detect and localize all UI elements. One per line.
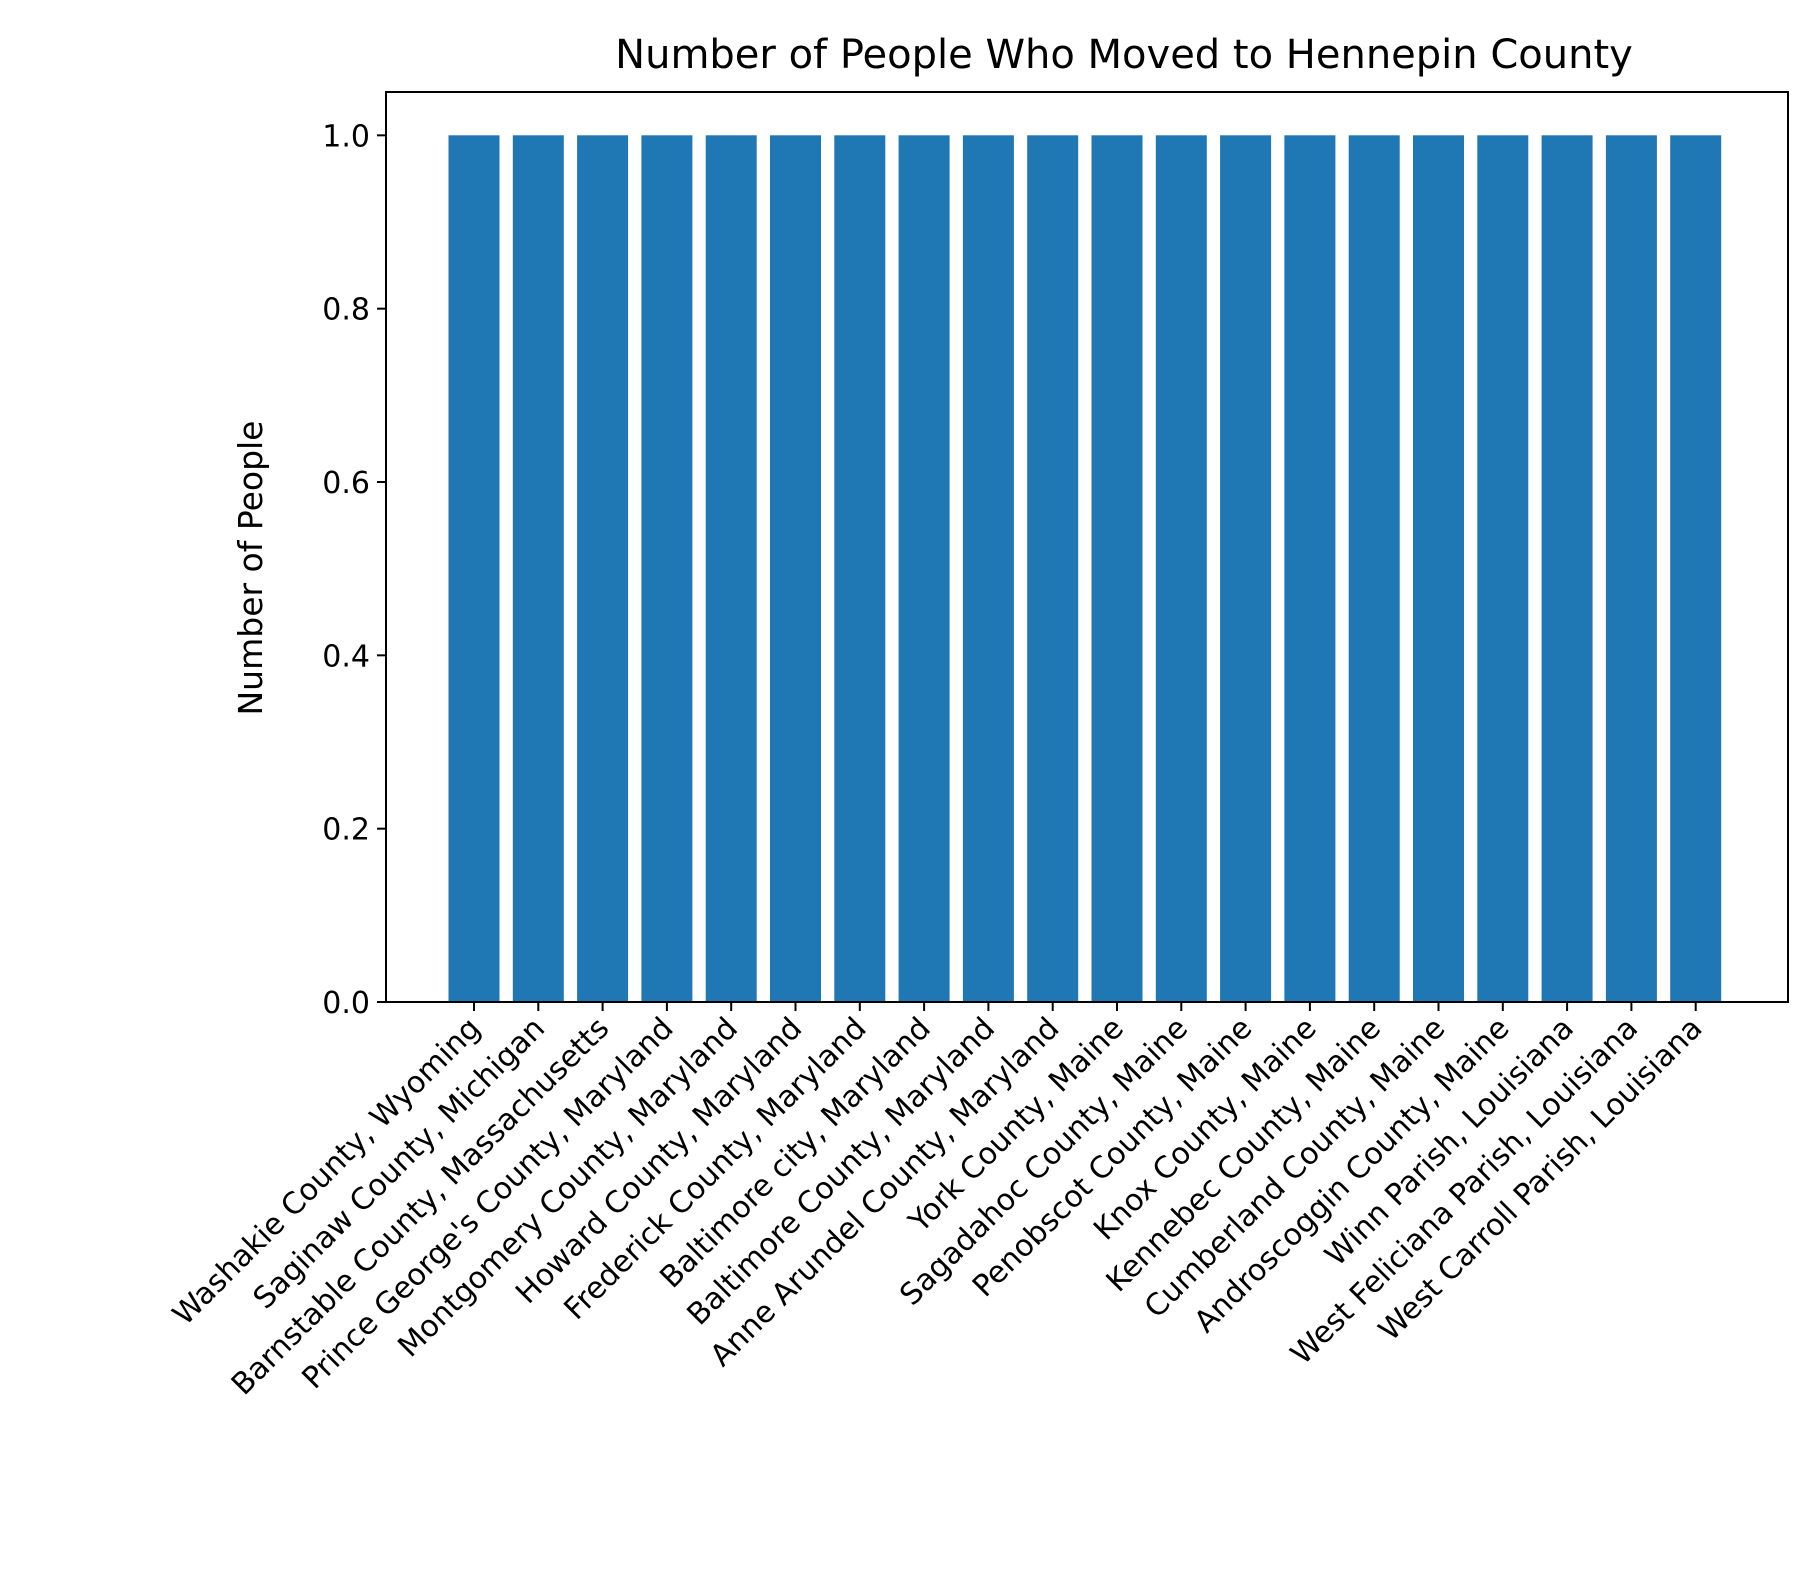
bar: [770, 135, 821, 1003]
bar: [1091, 135, 1143, 1003]
bar: [705, 135, 757, 1003]
bar: [1220, 135, 1272, 1003]
bar: [1670, 135, 1722, 1003]
bar: [641, 135, 693, 1003]
plot-area-frame: [385, 91, 1789, 1003]
bar: [448, 135, 500, 1003]
bar: [1155, 135, 1207, 1003]
bar: [577, 135, 629, 1003]
bar: [1413, 135, 1464, 1003]
bar: [1477, 135, 1529, 1003]
y-tick-label: 0.4: [322, 639, 370, 674]
bar: [1348, 135, 1400, 1003]
bar: [512, 135, 564, 1003]
y-axis-label: Number of People: [231, 421, 270, 716]
y-tick-label: 0.2: [322, 813, 370, 848]
bars-group: [448, 135, 1722, 1003]
bar: [962, 135, 1014, 1003]
y-tick-label: 0.0: [322, 986, 370, 1021]
bar: [898, 135, 950, 1003]
bar: [1027, 135, 1079, 1003]
bar: [1541, 135, 1593, 1003]
y-tick-label: 0.6: [322, 466, 370, 501]
bar: [1284, 135, 1336, 1003]
bar: [1605, 135, 1657, 1003]
bar: [834, 135, 886, 1003]
y-tick-label: 1.0: [322, 119, 370, 154]
y-tick-label: 0.8: [322, 293, 370, 328]
chart-title: Number of People Who Moved to Hennepin C…: [615, 32, 1633, 78]
y-axis-ticks: 0.0 0.2 0.4 0.6 0.8 1.0: [322, 119, 386, 1021]
